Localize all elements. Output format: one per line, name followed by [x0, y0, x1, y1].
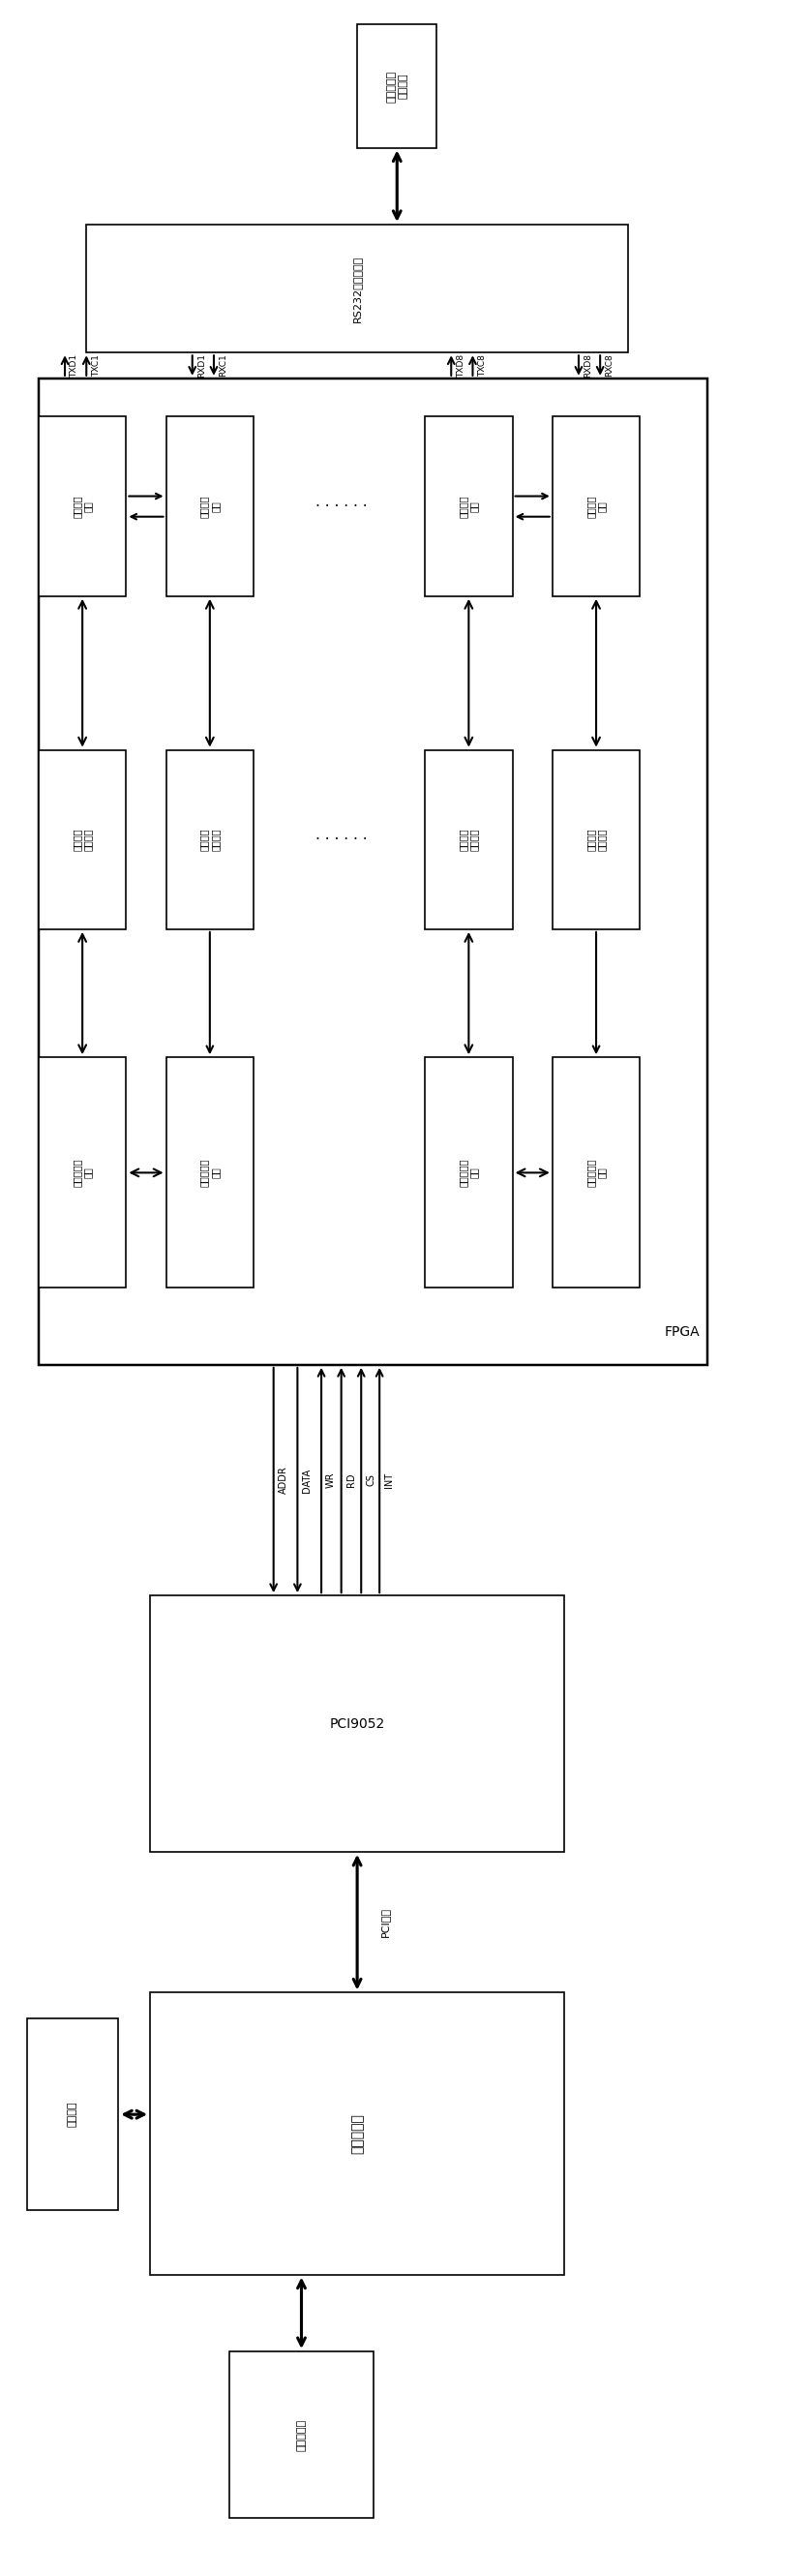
Bar: [39, 1056, 126, 1288]
Bar: [425, 750, 512, 930]
Text: RXC1: RXC1: [218, 353, 227, 376]
Text: 存储介质: 存储介质: [67, 2102, 77, 2128]
Text: 发送通道
模块: 发送通道 模块: [199, 495, 220, 518]
Text: PCI总线: PCI总线: [379, 1906, 389, 1937]
Text: 数据发送
缓存模块: 数据发送 缓存模块: [199, 827, 220, 850]
Bar: [87, 224, 627, 353]
Text: 处理器接口
模块: 处理器接口 模块: [72, 1159, 93, 1188]
Text: ADDR: ADDR: [278, 1466, 288, 1494]
Bar: [357, 26, 436, 147]
Bar: [39, 750, 126, 930]
Text: 发送通道
模块: 发送通道 模块: [458, 495, 479, 518]
Bar: [425, 417, 512, 595]
Bar: [552, 750, 639, 930]
Bar: [27, 2020, 118, 2210]
Bar: [552, 1056, 639, 1288]
Text: INT: INT: [383, 1473, 393, 1489]
Text: · · · · · ·: · · · · · ·: [315, 500, 366, 513]
Text: 以太网接口: 以太网接口: [296, 2419, 306, 2450]
Text: DATA: DATA: [302, 1468, 311, 1492]
Bar: [150, 1595, 564, 1852]
Text: · · · · · ·: · · · · · ·: [315, 832, 366, 848]
Text: RXD1: RXD1: [197, 353, 206, 379]
Text: TXC1: TXC1: [91, 355, 100, 376]
Bar: [166, 1056, 253, 1288]
Bar: [39, 379, 707, 1365]
Text: RXC8: RXC8: [604, 353, 613, 376]
Text: WR: WR: [326, 1473, 336, 1489]
Bar: [166, 750, 253, 930]
Text: 波特率生成
模块: 波特率生成 模块: [199, 1159, 220, 1188]
Text: 发送通道
模块: 发送通道 模块: [585, 495, 606, 518]
Text: 发送通道
模块: 发送通道 模块: [72, 495, 93, 518]
Text: RS232接口芯片组: RS232接口芯片组: [352, 255, 362, 322]
Text: TXC8: TXC8: [477, 355, 486, 376]
Text: 数据发送
缓存模块: 数据发送 缓存模块: [585, 827, 606, 850]
Bar: [166, 417, 253, 595]
Text: CS: CS: [366, 1473, 375, 1486]
Bar: [425, 1056, 512, 1288]
Text: 处理器模块: 处理器模块: [350, 2112, 363, 2154]
Bar: [552, 417, 639, 595]
Bar: [150, 1994, 564, 2275]
Text: TXD8: TXD8: [455, 353, 464, 376]
Text: 波特率生成
模块: 波特率生成 模块: [585, 1159, 606, 1188]
Text: PCI9052: PCI9052: [329, 1716, 384, 1731]
Text: 数据发送
缓存模块: 数据发送 缓存模块: [458, 827, 479, 850]
Text: 处理器接口
模块: 处理器接口 模块: [458, 1159, 479, 1188]
Bar: [230, 2352, 373, 2517]
Bar: [39, 417, 126, 595]
Text: RD: RD: [345, 1473, 355, 1486]
Text: RXD8: RXD8: [583, 353, 592, 379]
Text: 数据发送
缓存模块: 数据发送 缓存模块: [72, 827, 93, 850]
Text: 二进制同步
通信链路: 二进制同步 通信链路: [386, 70, 407, 103]
Text: TXD1: TXD1: [70, 353, 78, 376]
Text: FPGA: FPGA: [663, 1327, 699, 1340]
